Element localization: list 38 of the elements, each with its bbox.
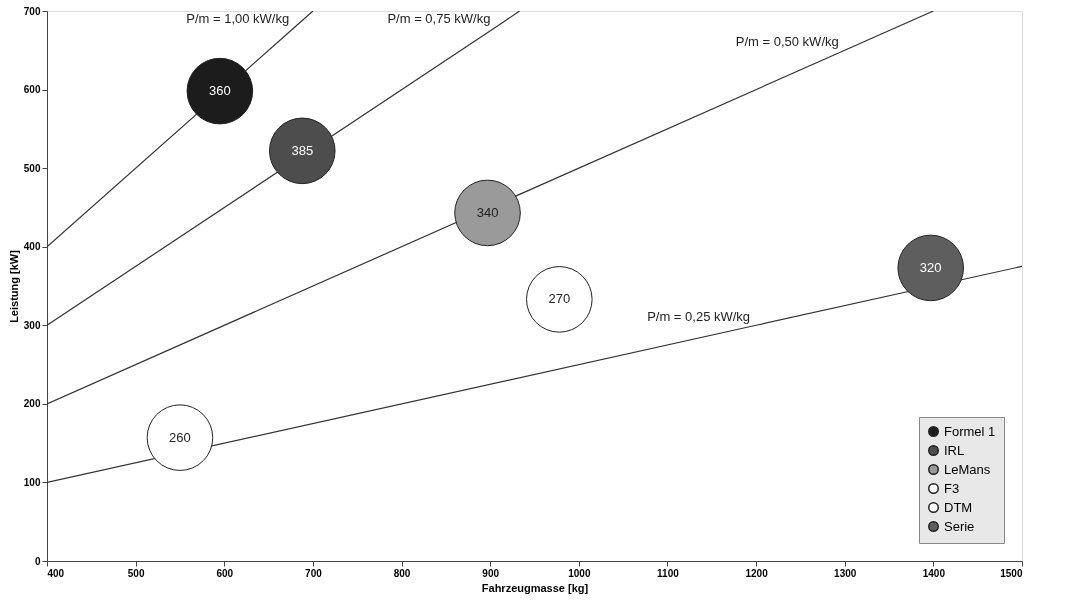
y-axis-title: Leistung [kW] [7,249,20,323]
annotation: 360 [208,83,231,99]
series-label: P/m = 0,75 kW/kg [387,10,491,26]
x-tick-label: 800 [393,567,411,579]
annotation: 320 [919,259,942,275]
x-tick-label: 900 [482,567,500,579]
y-tick-label: 600 [23,84,41,96]
y-tick-label: 200 [23,398,41,410]
series-label: P/m = 1,00 kW/kg [186,10,290,26]
annotation: 260 [169,429,191,445]
y-tick-label: 100 [23,476,41,488]
y-tick-label: 700 [23,5,41,17]
y-tick-label: 500 [23,162,41,174]
series-label: P/m = 0,25 kW/kg [647,309,751,325]
x-tick-label: 1200 [745,567,769,579]
x-tick-label: 1000 [568,567,591,579]
annotation: 270 [548,291,571,307]
series-label: P/m = 0,50 kW/kg [735,34,839,50]
y-tick-label: 300 [23,319,41,331]
x-axis-title: Fahrzeugmasse [kg] [481,581,589,594]
legend-label: LeMans [944,461,991,477]
annotation: 385 [291,142,314,158]
legend-label: DTM [944,499,973,515]
legend-label: IRL [944,442,965,458]
legend-label: Serie [944,518,975,534]
x-tick-label: 400 [47,567,65,579]
x-tick-label: 1500 [1000,567,1023,579]
y-tick-label: 400 [23,241,41,253]
x-tick-label: 1100 [657,567,680,579]
x-tick-label: 1400 [922,567,946,579]
x-tick-label: 700 [305,567,323,579]
x-tick-label: 1300 [834,567,857,579]
y-tick-label: 0 [34,555,41,567]
x-tick-label: 600 [216,567,234,579]
annotation: 340 [476,204,499,220]
legend-label: F3 [944,480,960,496]
legend-label: Formel 1 [944,423,996,439]
x-tick-label: 500 [127,567,145,579]
